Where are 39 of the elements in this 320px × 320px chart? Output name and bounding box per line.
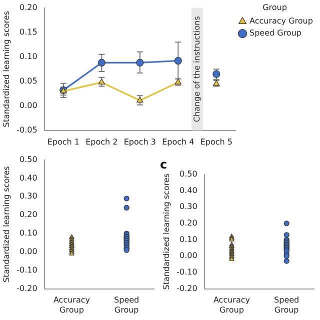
x-tick-label: Speed Group [274,296,300,314]
y-tick-label: 0.40 [19,173,38,182]
y-tick-label: 0.00 [19,100,38,110]
y-tick-label: 0.15 [19,27,38,36]
x-tick-label: Epoch 4 [162,137,194,146]
y-tick-label: -0.20 [16,284,38,293]
y-tick-label: 0.05 [19,76,38,86]
y-tick-label: -0.10 [16,265,38,274]
x-tick-label: Epoch 1 [47,137,80,146]
y-tick-label: -0.05 [16,125,38,134]
x-tick-label: Epoch 3 [124,137,156,146]
x-tick-label: Accuracy Group [213,296,250,314]
x-tick-label: Epoch 2 [86,137,118,146]
y-axis-title: Standardized learning scores [162,174,171,290]
y-tick-label: 0.00 [179,251,198,260]
chart-title: c [160,157,168,172]
y-tick-label: 0.40 [179,186,198,195]
legend-label: Accuracy Group [250,16,313,26]
y-tick-label: -0.20 [176,284,198,293]
band-label: Change of the instructions [192,16,202,122]
y-tick-label: 0.20 [179,218,198,228]
y-tick-label: 0.50 [19,154,38,164]
legend-label: Speed Group [250,28,302,38]
y-tick-label: 0.20 [19,2,38,12]
y-axis-title: Standardized learning scores [2,166,11,282]
y-tick-label: 0.10 [19,52,38,61]
legend-title: Group [262,3,287,12]
x-tick-label: Accuracy Group [53,296,90,314]
y-tick-label: 0.50 [179,169,198,178]
y-tick-label: 0.30 [19,192,38,201]
y-axis-title: Standardized learning scores [2,11,11,128]
y-tick-label: 0.20 [19,210,38,220]
x-tick-label: Speed Group [114,296,140,314]
y-tick-label: 0.30 [179,202,198,212]
y-tick-label: 0.10 [19,228,38,238]
y-tick-label: 0.10 [179,234,198,244]
y-tick-label: 0.00 [19,247,38,256]
y-tick-label: -0.10 [176,268,198,277]
x-tick-label: Epoch 5 [200,137,232,146]
